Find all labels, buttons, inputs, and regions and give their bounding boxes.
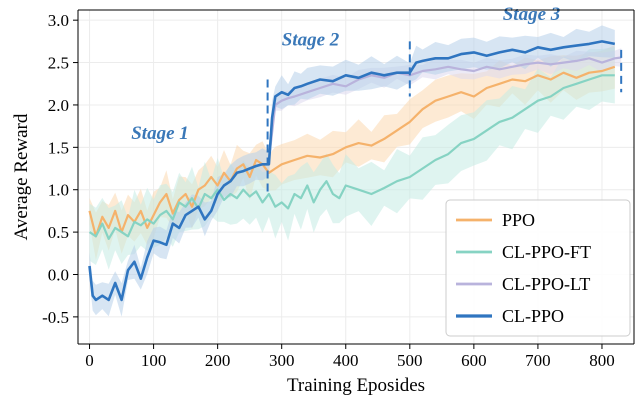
- x-tick-label: 500: [397, 351, 423, 370]
- y-tick-label: 1.0: [48, 181, 69, 200]
- line-ppo: [88, 65, 616, 238]
- legend-label: CL-PPO-FT: [502, 242, 591, 262]
- x-tick-label: 100: [141, 351, 167, 370]
- y-tick-label: 2.5: [48, 54, 69, 73]
- x-axis-label: Training Eposides: [287, 375, 425, 396]
- x-tick-label: 300: [269, 351, 295, 370]
- y-tick-label: 1.5: [48, 138, 69, 157]
- legend-label: CL-PPO: [502, 306, 564, 326]
- stage-label: Stage 2: [282, 30, 340, 51]
- legend-label: PPO: [502, 210, 535, 230]
- line-cl-ppo: [88, 40, 616, 302]
- legend-label: CL-PPO-LT: [502, 274, 590, 294]
- stage-labels: Stage 1 Stage 2 Stage 3: [131, 4, 560, 144]
- tick-labels: 0 100 200 300 400 500 600 700 800 -0.5 0.0 0.5 1.0 1.…: [42, 11, 615, 370]
- legend: PPO CL-PPO-FT CL-PPO-LT CL-PPO: [445, 199, 631, 337]
- y-axis-label: Average Reward: [11, 113, 32, 240]
- line-cl-ppo-lt: [267, 56, 622, 161]
- x-tick-label: 400: [333, 351, 359, 370]
- stage-label: Stage 1: [131, 123, 189, 144]
- x-tick-label: 0: [85, 351, 94, 370]
- stage-label: Stage 3: [503, 4, 561, 25]
- x-tick-label: 700: [525, 351, 551, 370]
- axes: [73, 9, 635, 349]
- series-lines: [88, 40, 622, 302]
- stage-dividers: [266, 41, 623, 194]
- x-tick-label: 200: [205, 351, 231, 370]
- x-tick-label: 800: [589, 351, 615, 370]
- y-tick-label: 0.5: [48, 223, 69, 242]
- y-tick-label: 3.0: [48, 11, 69, 30]
- line-cl-ppo-ft: [88, 74, 615, 240]
- y-tick-label: -0.5: [42, 308, 69, 327]
- y-tick-label: 2.0: [48, 96, 69, 115]
- band-ppo: [89, 45, 615, 260]
- band-cl-ppo-ft: [89, 47, 615, 270]
- y-tick-label: 0.0: [48, 265, 69, 284]
- x-tick-label: 600: [461, 351, 487, 370]
- legend-box: [445, 199, 631, 337]
